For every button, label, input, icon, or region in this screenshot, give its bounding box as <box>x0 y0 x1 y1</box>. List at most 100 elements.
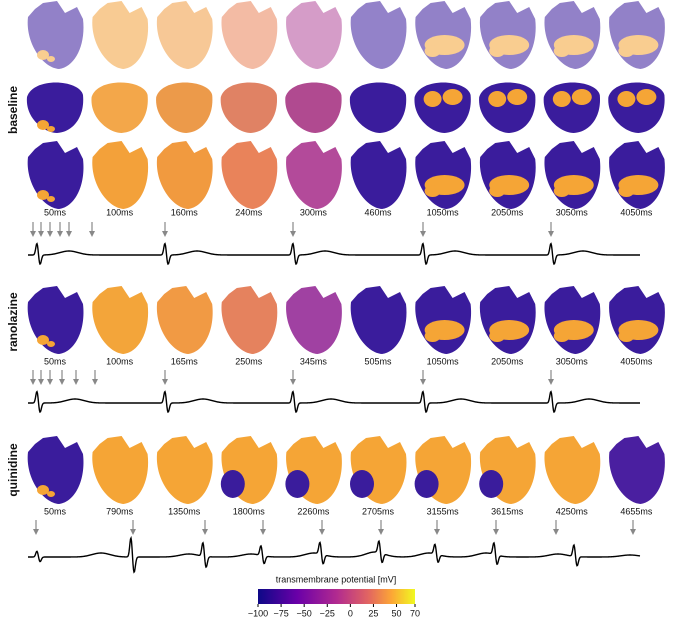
heart-shape <box>156 1 213 69</box>
heart-patch <box>507 89 528 105</box>
colorbar-tick-label: −50 <box>297 608 312 618</box>
time-label: 2050ms <box>491 207 524 217</box>
heart-shape <box>415 141 472 209</box>
heart-patch <box>37 50 49 60</box>
time-label: 4050ms <box>620 356 653 366</box>
time-label: 240ms <box>235 207 263 217</box>
heart-shape <box>221 141 278 209</box>
heart-shape <box>350 141 407 209</box>
heart <box>479 1 536 69</box>
heart <box>156 436 213 504</box>
heart-patch <box>47 126 55 132</box>
heart <box>608 82 665 133</box>
time-label: 1050ms <box>427 356 460 366</box>
time-label: 3615ms <box>491 506 524 516</box>
heart <box>221 286 278 354</box>
heart <box>350 436 407 504</box>
heart <box>92 1 149 69</box>
heart-shape <box>543 82 601 133</box>
heart-patch <box>489 330 506 342</box>
time-label: 50ms <box>44 356 67 366</box>
heart-shape <box>27 436 84 504</box>
time-label: 505ms <box>364 356 392 366</box>
heart <box>221 1 278 69</box>
heart <box>156 286 213 354</box>
heart-patch <box>553 45 570 57</box>
heart-shape <box>221 1 278 69</box>
heart <box>479 286 536 354</box>
heart-shape <box>27 141 84 209</box>
heart <box>544 1 601 69</box>
heart-patch <box>618 185 635 197</box>
colorbar-tick-label: 0 <box>348 608 353 618</box>
heart <box>479 141 536 209</box>
heart-patch <box>489 45 506 57</box>
heart-shape <box>479 1 536 69</box>
heart-patch <box>37 485 49 495</box>
heart <box>609 436 665 504</box>
heart <box>609 286 665 354</box>
heart-shape <box>156 141 213 209</box>
heart-patch <box>617 91 636 107</box>
colorbar <box>258 589 415 604</box>
heart <box>91 82 148 133</box>
heart <box>609 1 665 69</box>
heart-shape <box>26 82 84 133</box>
heart-shape <box>479 82 536 133</box>
heart-shape <box>479 141 536 209</box>
heart <box>543 82 601 133</box>
heart-patch <box>350 470 374 498</box>
heart <box>415 286 472 354</box>
time-label: 4050ms <box>620 207 653 217</box>
heart <box>156 1 213 69</box>
time-label: 3050ms <box>556 356 589 366</box>
heart-shape <box>415 286 472 354</box>
heart <box>156 141 213 209</box>
heart <box>156 82 213 133</box>
heart-shape <box>349 82 407 133</box>
heart-patch <box>424 45 441 57</box>
heart-patch <box>488 91 507 107</box>
heart <box>220 82 278 133</box>
heart-patch <box>47 56 55 62</box>
time-label: 4655ms <box>620 506 653 516</box>
time-label: 460ms <box>364 207 392 217</box>
heart-patch <box>47 196 55 202</box>
heart-shape <box>156 286 213 354</box>
heart <box>27 141 84 209</box>
heart-patch <box>636 89 657 105</box>
colorbar-title: transmembrane potential [mV] <box>276 574 397 584</box>
heart <box>479 436 536 504</box>
heart-shape <box>156 82 213 133</box>
heart-patch <box>37 335 49 345</box>
heart-patch <box>552 91 571 107</box>
time-label: 100ms <box>106 356 134 366</box>
heart <box>350 286 407 354</box>
heart-patch <box>571 89 592 105</box>
heart-patch <box>618 45 635 57</box>
time-label: 1050ms <box>427 207 460 217</box>
heart-shape <box>544 286 601 354</box>
heart-patch <box>37 120 49 130</box>
colorbar-tick-label: 50 <box>392 608 402 618</box>
heart-shape <box>220 82 278 133</box>
heart-patch <box>479 470 504 498</box>
row-label: quinidine <box>6 443 20 497</box>
heart <box>92 436 149 504</box>
heart-shape <box>609 1 665 69</box>
heart-patch <box>37 190 49 200</box>
heart <box>27 436 84 504</box>
heart-shape <box>609 436 665 504</box>
heart <box>92 141 149 209</box>
time-label: 165ms <box>171 356 199 366</box>
heart <box>415 141 472 209</box>
heart-patch <box>47 341 55 347</box>
heart-patch <box>553 185 570 197</box>
time-label: 3155ms <box>427 506 460 516</box>
heart-shape <box>350 286 407 354</box>
time-label: 4250ms <box>556 506 589 516</box>
heart-shape <box>92 141 149 209</box>
time-label: 50ms <box>44 506 67 516</box>
heart-patch <box>618 330 635 342</box>
